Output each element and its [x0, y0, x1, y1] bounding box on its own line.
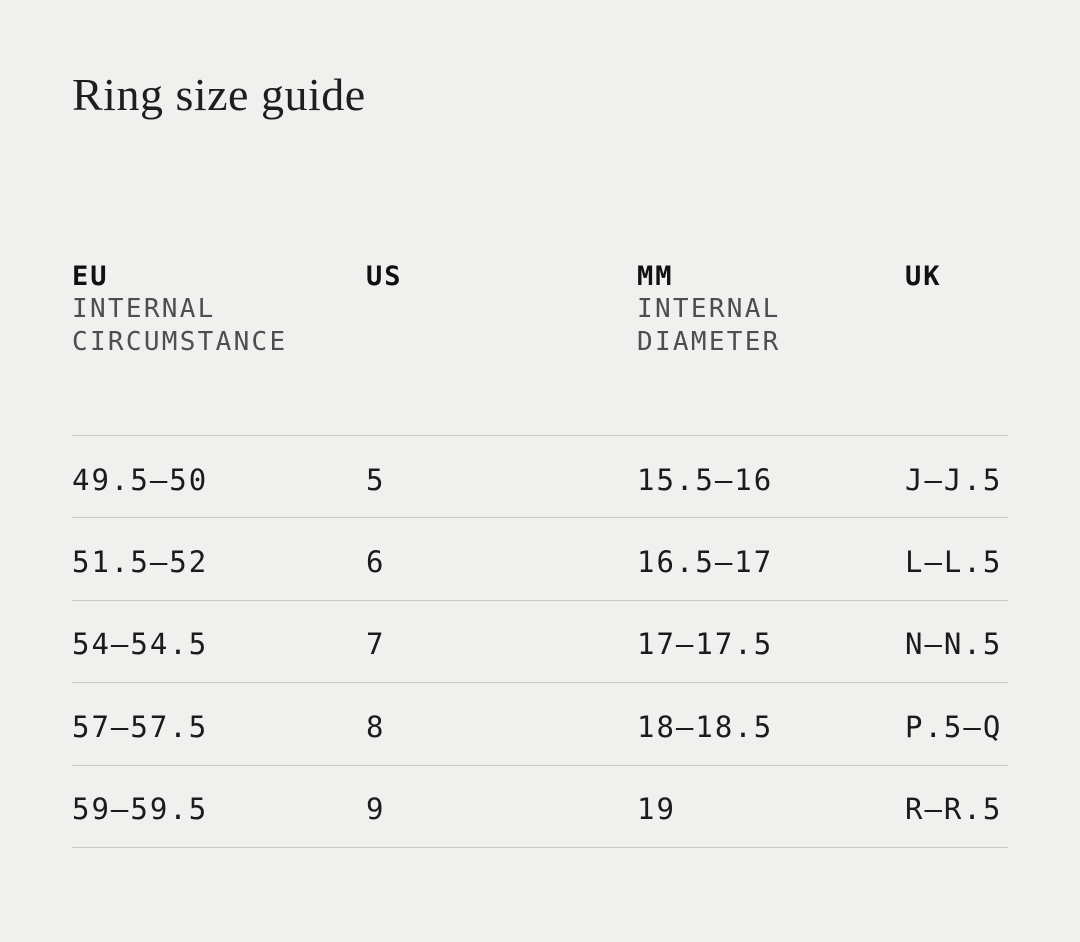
page-title: Ring size guide — [72, 69, 366, 120]
column-sublabel-line: DIAMETER — [637, 327, 781, 357]
cell-us: 8 — [366, 709, 386, 744]
ring-size-table: EU INTERNAL CIRCUMSTANCE US MM INTERNAL … — [72, 260, 1008, 848]
table-row: 51.5—52 6 16.5—17 L—L.5 — [72, 518, 1008, 601]
cell-mm: 18—18.5 — [637, 709, 774, 744]
cell-eu: 51.5—52 — [72, 545, 209, 580]
cell-us: 7 — [366, 627, 386, 662]
cell-us: 5 — [366, 462, 386, 497]
table-row: 59—59.5 9 19 R—R.5 — [72, 766, 1008, 848]
cell-mm: 15.5—16 — [637, 462, 774, 497]
cell-eu: 54—54.5 — [72, 627, 209, 662]
cell-uk: J—J.5 — [905, 462, 1003, 497]
cell-eu: 59—59.5 — [72, 792, 209, 827]
column-sublabel-line: INTERNAL — [72, 294, 216, 324]
column-label-uk: UK — [905, 261, 942, 292]
cell-mm: 17—17.5 — [637, 627, 774, 662]
cell-uk: N—N.5 — [905, 627, 1003, 662]
column-label-us: US — [366, 261, 403, 292]
cell-uk: R—R.5 — [905, 792, 1003, 827]
column-sublabel-eu: INTERNAL CIRCUMSTANCE — [72, 293, 366, 359]
table-row: 49.5—50 5 15.5—16 J—J.5 — [72, 436, 1008, 519]
column-sublabel-line: INTERNAL — [637, 294, 781, 324]
cell-eu: 57—57.5 — [72, 709, 209, 744]
column-sublabel-mm: INTERNAL DIAMETER — [637, 293, 905, 359]
cell-us: 6 — [366, 545, 386, 580]
table-body: 49.5—50 5 15.5—16 J—J.5 51.5—52 6 16.5—1… — [72, 435, 1008, 848]
table-row: 54—54.5 7 17—17.5 N—N.5 — [72, 601, 1008, 684]
cell-eu: 49.5—50 — [72, 462, 209, 497]
column-label-eu: EU — [72, 261, 109, 292]
cell-uk: L—L.5 — [905, 545, 1003, 580]
column-header-mm: MM INTERNAL DIAMETER — [637, 260, 905, 359]
ring-size-guide-panel: Ring size guide EU INTERNAL CIRCUMSTANCE… — [0, 72, 1080, 848]
table-row: 57—57.5 8 18—18.5 P.5—Q — [72, 683, 1008, 766]
column-label-mm: MM — [637, 261, 674, 292]
cell-mm: 19 — [637, 792, 676, 827]
column-sublabel-line: CIRCUMSTANCE — [72, 327, 288, 357]
column-header-us: US — [366, 260, 637, 359]
cell-us: 9 — [366, 792, 386, 827]
column-header-eu: EU INTERNAL CIRCUMSTANCE — [72, 260, 366, 359]
cell-uk: P.5—Q — [905, 709, 1003, 744]
table-header-row: EU INTERNAL CIRCUMSTANCE US MM INTERNAL … — [72, 260, 1008, 359]
column-header-uk: UK — [905, 260, 1008, 359]
cell-mm: 16.5—17 — [637, 545, 774, 580]
